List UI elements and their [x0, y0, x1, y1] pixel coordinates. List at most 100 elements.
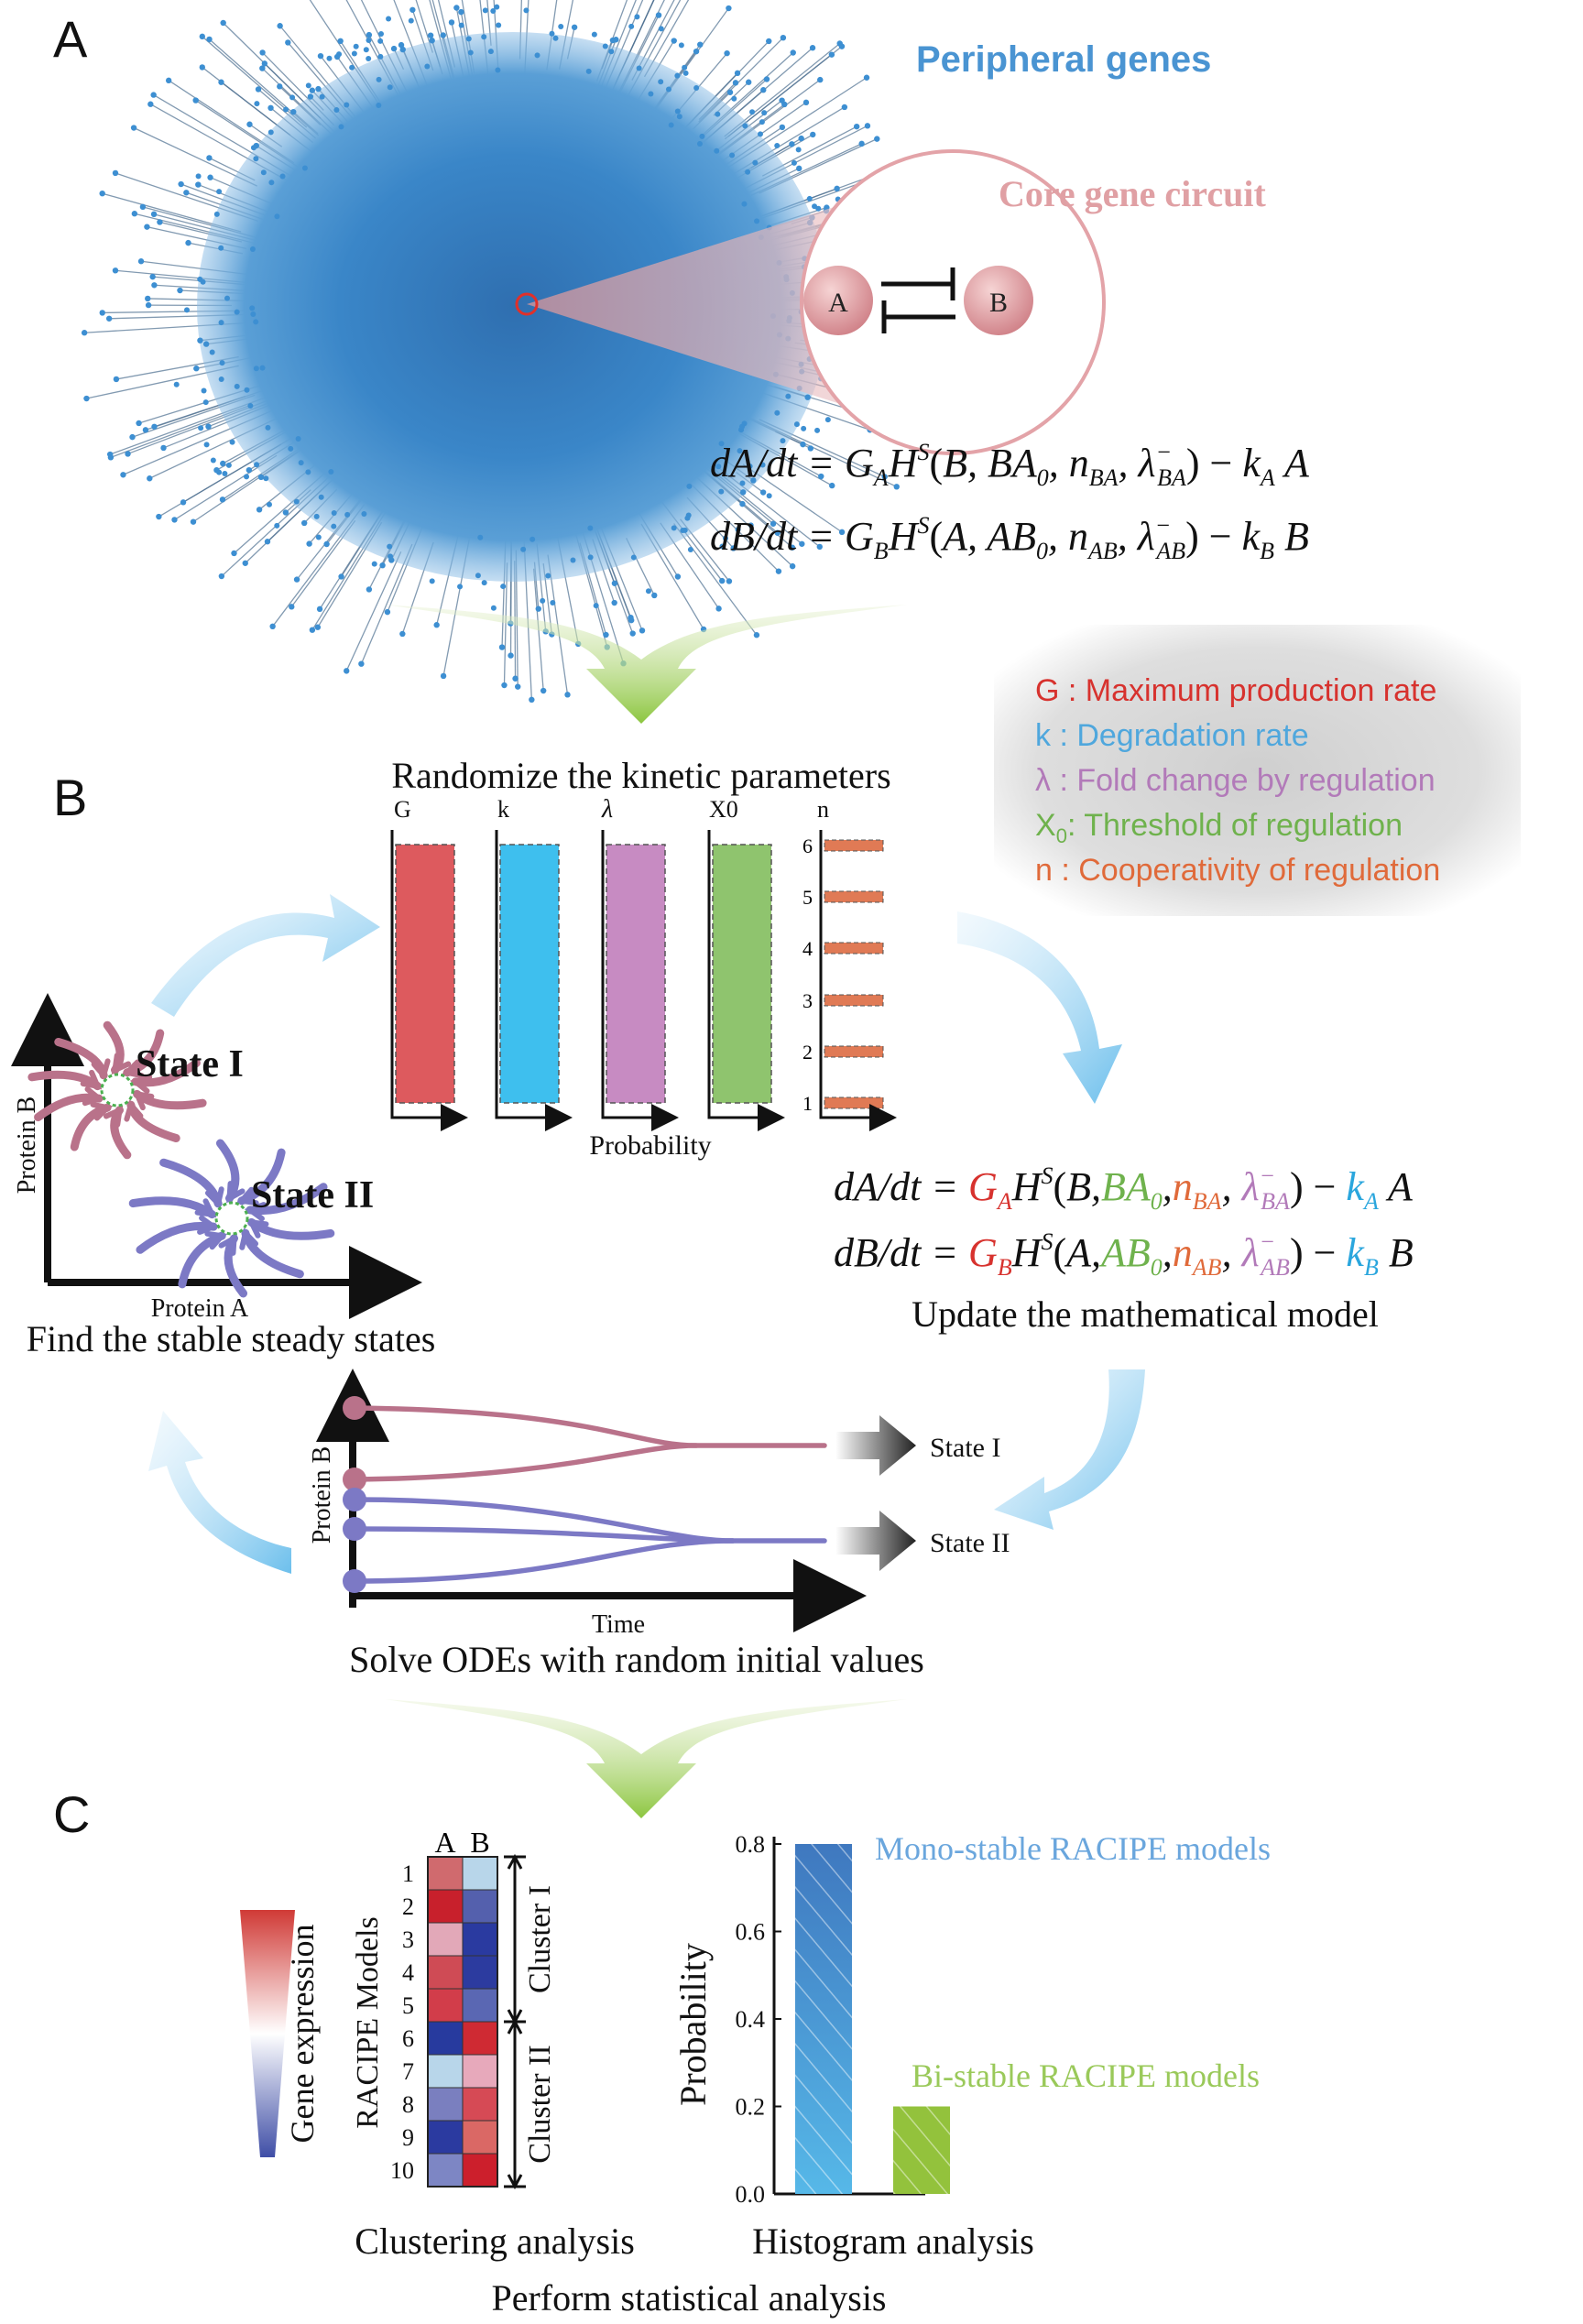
distribution-n: 1 2 3 4 5 6 — [802, 835, 884, 1115]
distribution-lambda — [606, 844, 666, 1104]
racipe-models-axis-label: RACIPE Models — [351, 1916, 385, 2128]
legend-entry: X0: Threshold of regulation — [1035, 808, 1403, 847]
histogram-caption: Histogram analysis — [752, 2220, 1034, 2262]
heatmap-cell-a — [427, 2120, 464, 2155]
trajectory-to-state-2 — [352, 1538, 736, 1584]
cluster-2-label: Cluster II — [523, 2045, 557, 2163]
inhibition-b-to-a — [881, 300, 955, 333]
initial-value-point — [343, 1468, 366, 1491]
histogram-bar-hatch — [795, 1844, 852, 2194]
param-label-x0: X0 — [709, 796, 738, 823]
heatmap-row-label: 1 — [402, 1860, 414, 1887]
param-label-g: G — [394, 796, 411, 823]
heatmap-cell-a — [427, 2021, 464, 2056]
param-label-k: k — [497, 796, 509, 823]
equation-db-dt: dB/dt = GBHS(A, AB0, nAB, λ− AB) − kB B — [710, 512, 1309, 564]
heatmap-row-label: 6 — [402, 2025, 414, 2052]
initial-value-point — [343, 1569, 366, 1593]
trajectories-state-1 — [27, 1020, 207, 1160]
n-tick: 6 — [802, 835, 813, 857]
ode-x-label: Time — [592, 1610, 645, 1639]
initial-value-point — [343, 1488, 366, 1511]
flow-arrow-b-to-c — [385, 1699, 907, 1818]
peripheral-genes-label: Peripheral genes — [916, 39, 1211, 80]
heatmap-cell-b — [462, 1988, 498, 2023]
statistical-analysis-caption: Perform statistical analysis — [491, 2277, 886, 2319]
core-circuit-highlight — [515, 292, 539, 316]
heatmap-row-label: 7 — [402, 2058, 414, 2085]
param-label-n: n — [817, 796, 829, 823]
heatmap-cell-a — [427, 2087, 464, 2122]
panel-label-b: B — [53, 769, 87, 826]
state-1-arrow — [835, 1415, 916, 1476]
state-2-arrow — [835, 1511, 916, 1571]
legend-entry: λ : Fold change by regulation — [1035, 763, 1436, 798]
node-b — [964, 266, 1033, 335]
heatmap-cell-a — [427, 1988, 464, 2023]
equation-da-dt: dA/dt = GAHS(B, BA0, nBA, λ− BA) − kA A — [710, 439, 1310, 491]
initial-value-point — [343, 1517, 366, 1541]
n-tick: 4 — [802, 937, 813, 960]
parameter-legend: G : Maximum production rate k : Degradati… — [994, 625, 1521, 916]
n-tick: 5 — [802, 886, 813, 909]
histogram-tick-label: 0.4 — [736, 2006, 766, 2033]
cycle-arrow-to-randomize — [151, 894, 380, 1017]
heatmap-row-label: 4 — [402, 1959, 414, 1986]
heatmap-row-label: 8 — [402, 2091, 414, 2118]
heatmap-cell-a — [427, 1922, 464, 1957]
ode-state-2-label: State II — [930, 1528, 1010, 1558]
legend-entry: k : Degradation rate — [1035, 718, 1309, 753]
histogram-bar-label: Bi-stable RACIPE models — [912, 2057, 1260, 2094]
solve-odes-caption: Solve ODEs with random initial values — [349, 1639, 924, 1680]
heatmap-row-label: 9 — [402, 2124, 414, 2151]
steady-state-1-marker — [100, 1073, 135, 1107]
cycle-arrow-to-solve — [994, 1369, 1145, 1530]
heatmap-cell-a — [427, 2153, 464, 2188]
heatmap-cell-b — [462, 2021, 498, 2056]
legend-entry: n : Cooperativity of regulation — [1035, 853, 1440, 888]
node-a-label: A — [828, 288, 848, 318]
heatmap-cell-b — [462, 2120, 498, 2155]
ode-y-label: Protein B — [308, 1446, 336, 1544]
histogram-tick-label: 0.2 — [736, 2094, 766, 2121]
heatmap-row-label: 2 — [402, 1893, 414, 1920]
equation-colored-db-dt: dB/dt = GBHS(A,AB0,nAB, λ− AB) − kB B — [834, 1228, 1414, 1281]
state-1-label: State I — [136, 1043, 244, 1086]
histogram-bar-label: Mono-stable RACIPE models — [875, 1830, 1271, 1867]
core-circuit-zoom — [515, 149, 1106, 455]
histogram-y-label: Probability — [672, 1943, 714, 2106]
gene-expression-label: Gene expression — [284, 1925, 321, 2144]
heatmap-row-label: 10 — [390, 2157, 414, 2184]
cluster-brackets — [504, 1853, 526, 2190]
heatmap-cell-a — [427, 1856, 464, 1891]
trajectories-state-2 — [128, 1139, 335, 1298]
node-a — [803, 266, 873, 335]
parameter-distributions: G k λ X0 n 1 2 3 4 5 6 P — [390, 795, 897, 1161]
heatmap-cell-b — [462, 2054, 498, 2089]
heatmap-col-b: B — [470, 1826, 489, 1859]
heatmap-cell-b — [462, 2087, 498, 2122]
equation-colored-da-dt: dA/dt = GAHS(B,BA0,nBA, λ− BA) − kA A — [834, 1162, 1414, 1215]
distribution-x0 — [712, 844, 772, 1104]
histogram-bar-hatch — [893, 2106, 950, 2194]
n-tick: 2 — [802, 1041, 813, 1064]
n-tick: 3 — [802, 989, 813, 1012]
toggle-switch-circuit: A B — [803, 266, 1033, 335]
model-equations-a: dA/dt = GAHS(B, BA0, nBA, λ− BA) − kA A d… — [710, 439, 1310, 564]
heatmap-row-label: 5 — [402, 1992, 414, 2019]
heatmap-cell-b — [462, 1889, 498, 1924]
heatmap-cell-b — [462, 1922, 498, 1957]
heatmap-cell-b — [462, 2153, 498, 2188]
initial-value-point — [343, 1396, 366, 1420]
panel-label-c: C — [53, 1785, 90, 1843]
probability-axis-label: Probability — [589, 1130, 711, 1161]
histogram-tick-label: 0.6 — [736, 1919, 766, 1946]
gene-expression-gradient: Gene expression — [240, 1910, 321, 2157]
heatmap-cell-a — [427, 1889, 464, 1924]
flow-arrow-a-to-b — [385, 605, 907, 724]
param-label-lambda: λ — [601, 795, 613, 824]
peripheral-gene-network — [81, 0, 943, 704]
core-circuit-label: Core gene circuit — [999, 173, 1266, 214]
